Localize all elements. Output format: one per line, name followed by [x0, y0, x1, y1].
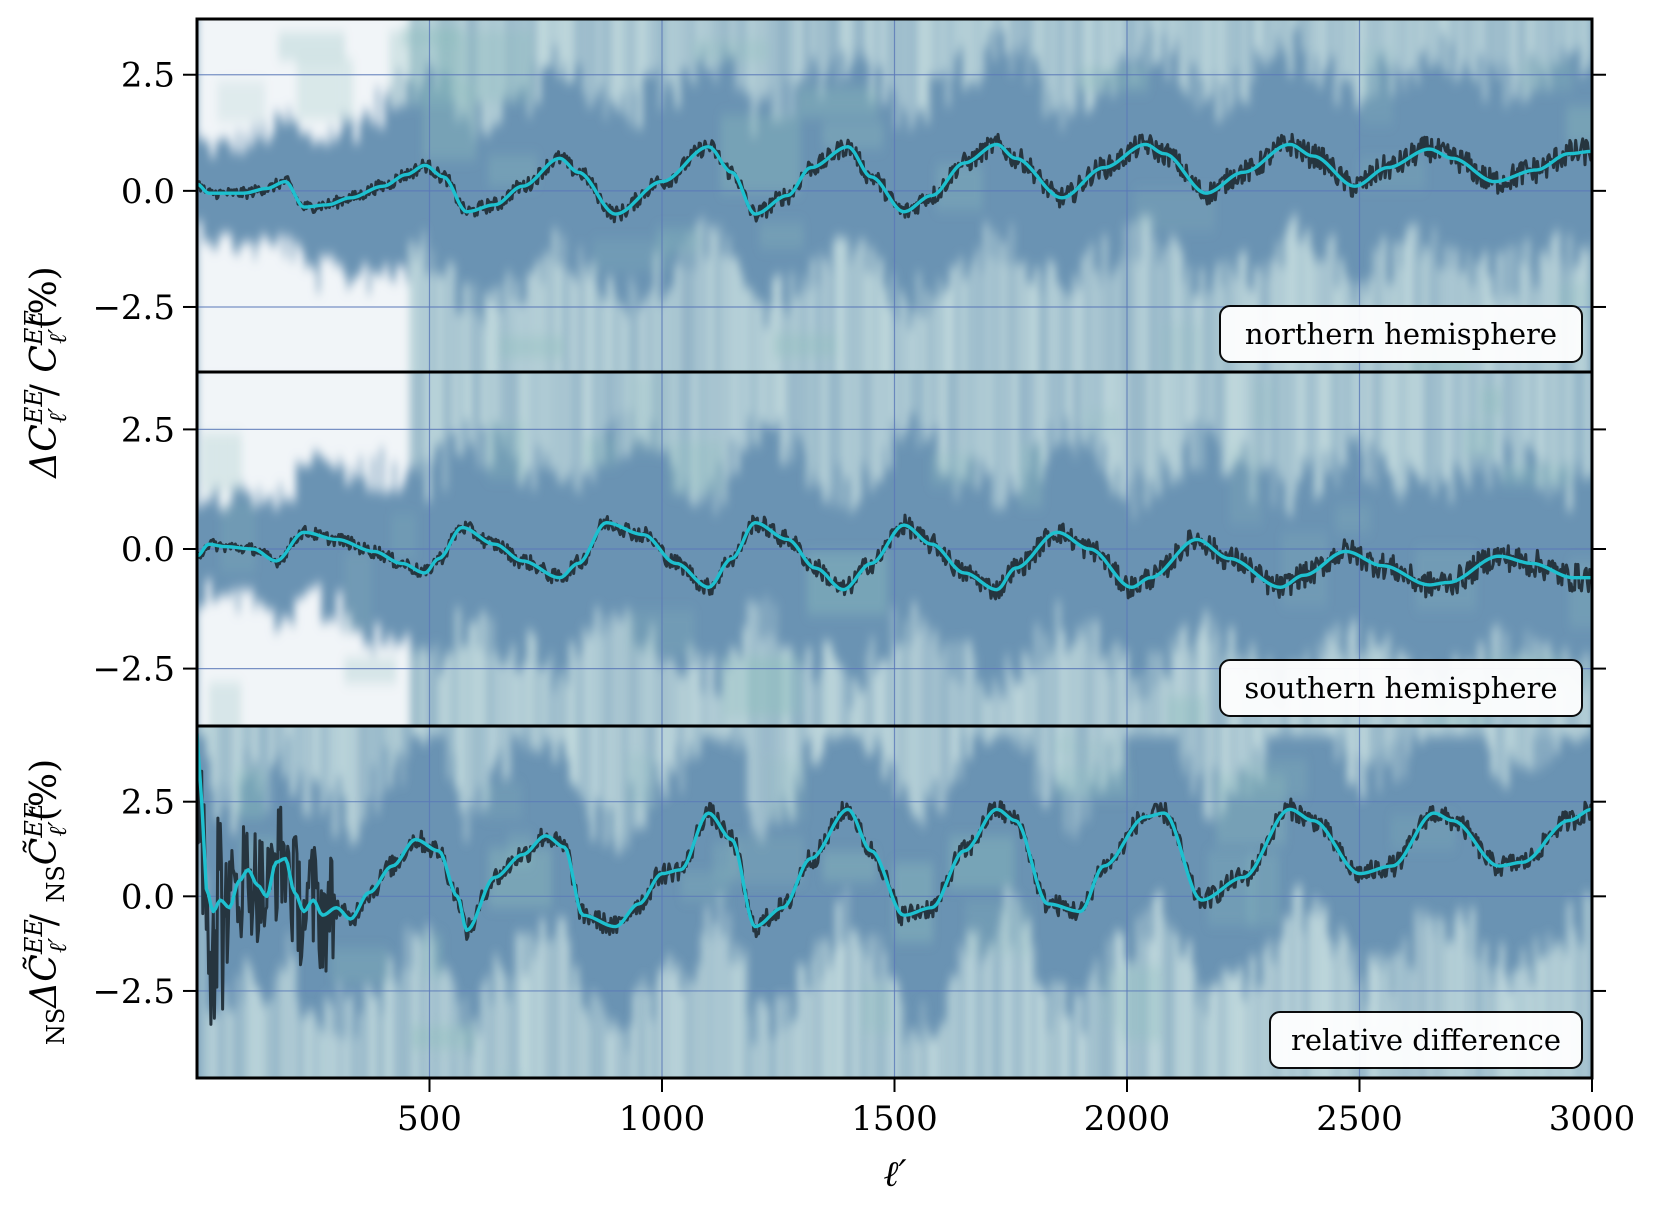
x-tick-label: 2500	[1316, 1099, 1403, 1139]
posterior-band	[197, 372, 1592, 726]
x-tick-label: 1500	[851, 1099, 938, 1139]
svg-text:NSΔC̃EEℓ′ / NSC̃EEℓ′(%): NSΔC̃EEℓ′ / NSC̃EEℓ′(%)	[20, 759, 72, 1045]
panel-label: southern hemisphere	[1219, 659, 1583, 717]
x-tick-label: 1000	[619, 1099, 706, 1139]
smoothed-series-line	[197, 521, 1592, 592]
y-tick-label: 2.5	[121, 56, 175, 96]
panel-label-text: northern hemisphere	[1245, 317, 1557, 351]
panel-difference: 2.5 0.0 −2.5 relative difference	[92, 724, 1606, 1080]
x-tick-label: 3000	[1549, 1099, 1636, 1139]
x-tick-label: 2000	[1084, 1099, 1171, 1139]
y-tick-label: 0.0	[121, 172, 175, 212]
panel-label-text: relative difference	[1291, 1023, 1561, 1057]
x-axis: 500 1000 1500 2000 2500 3000	[397, 1078, 1635, 1139]
y-axis-label-bottom: NSΔC̃EEℓ′ / NSC̃EEℓ′(%)	[20, 759, 72, 1045]
panel-label: northern hemisphere	[1219, 305, 1583, 363]
y-tick-label: 0.0	[121, 530, 175, 570]
y-tick-label: −2.5	[92, 288, 175, 328]
panel-label-text: southern hemisphere	[1244, 671, 1557, 705]
y-tick-label: 2.5	[121, 410, 175, 450]
panel-northern: 2.5 0.0 −2.5 northern hemisphere	[92, 17, 1606, 374]
smoothed-series-line	[197, 733, 1592, 933]
x-tick-label: 500	[397, 1099, 462, 1139]
y-tick-label: 0.0	[121, 877, 175, 917]
panel-southern: 2.5 0.0 −2.5 southern hemisphere	[92, 370, 1606, 728]
y-tick-label: −2.5	[92, 972, 175, 1012]
x-axis-label: ℓ′	[883, 1154, 906, 1195]
y-axis-label-top: ΔCEEℓ′ / CEEℓ′(%)	[20, 266, 72, 479]
smoothed-series-line	[197, 142, 1592, 216]
svg-text:ΔCEEℓ′ / CEEℓ′(%): ΔCEEℓ′ / CEEℓ′(%)	[20, 266, 72, 479]
panel-label: relative difference	[1269, 1011, 1583, 1069]
y-tick-label: 2.5	[121, 783, 175, 823]
y-tick-label: −2.5	[92, 650, 175, 690]
posterior-band	[197, 726, 1592, 1078]
